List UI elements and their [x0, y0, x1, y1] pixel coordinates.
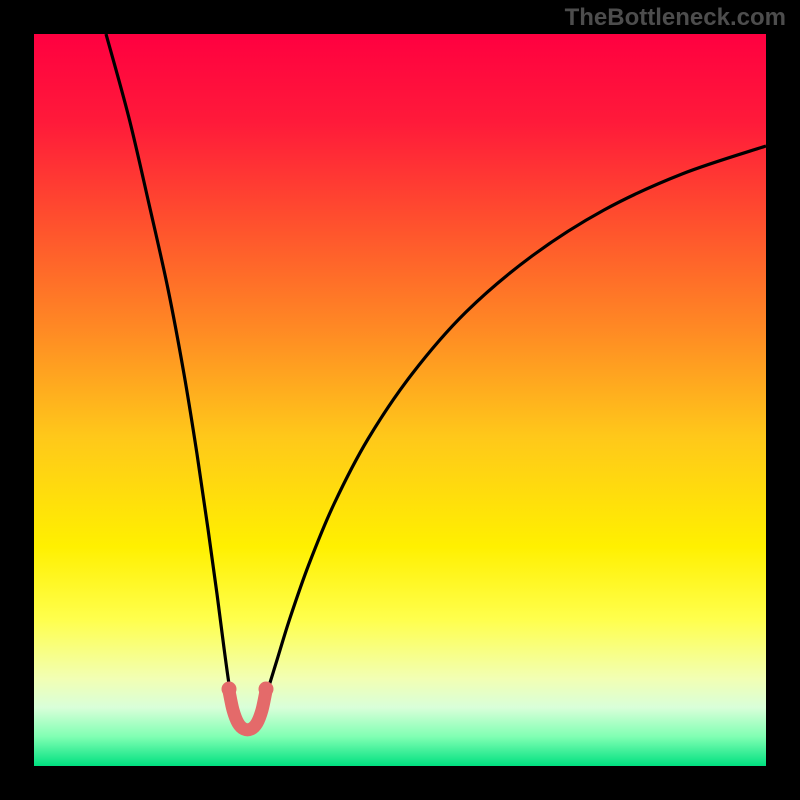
watermark-text: TheBottleneck.com: [565, 4, 786, 32]
curve-right: [258, 146, 766, 716]
trough-dot: [259, 682, 274, 697]
chart-frame: TheBottleneck.com: [0, 0, 800, 800]
curve-left: [106, 34, 237, 716]
curve-trough-highlight: [229, 691, 266, 730]
trough-dot: [222, 682, 237, 697]
trough-endpoint-dots: [222, 682, 274, 697]
curve-layer: [34, 34, 766, 766]
plot-area: [34, 34, 766, 766]
